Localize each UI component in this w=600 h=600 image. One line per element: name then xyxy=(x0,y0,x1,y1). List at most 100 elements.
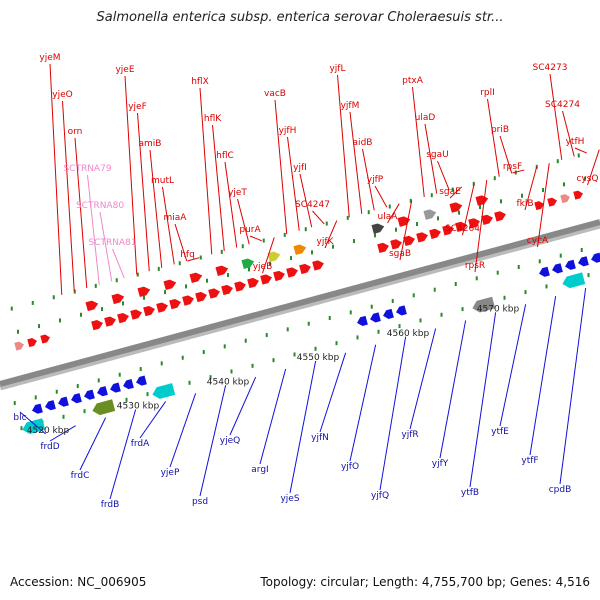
forward-gene-label: yjeB xyxy=(253,262,273,272)
gene-arrow-shape xyxy=(481,214,493,225)
reverse-gene-label: ytfE xyxy=(491,427,509,437)
gene-arrow-shape xyxy=(560,194,571,204)
gene-arrow-shape xyxy=(137,286,151,298)
forward-gene xyxy=(442,225,454,236)
track-tick xyxy=(398,324,401,329)
track-tick xyxy=(185,284,188,289)
track-tick xyxy=(251,363,254,368)
gene-arrow-shape xyxy=(91,319,103,331)
track-tick xyxy=(304,227,307,232)
gene-arrow-shape xyxy=(449,202,463,213)
forward-gene-label: SCTRNA79 xyxy=(63,164,111,174)
gene-arrow-shape xyxy=(573,190,584,200)
track-tick xyxy=(139,367,142,372)
forward-gene xyxy=(221,284,233,296)
track-tick xyxy=(440,312,443,317)
reverse-gene xyxy=(578,256,589,267)
forward-gene-label: cycA xyxy=(527,236,549,246)
gene-arrow-shape xyxy=(97,386,108,397)
track-tick xyxy=(475,276,478,281)
track-tick xyxy=(314,346,317,351)
reverse-gene-label: yjfO xyxy=(341,462,359,472)
reverse-gene xyxy=(58,396,69,407)
track-tick xyxy=(262,238,265,243)
track-tick xyxy=(587,273,590,278)
gene-arrow-shape xyxy=(143,305,155,317)
forward-gene xyxy=(143,305,155,317)
forward-gene-label: yjfK xyxy=(317,237,335,247)
forward-gene-label: sgaE xyxy=(439,187,461,197)
reverse-gene xyxy=(591,252,600,263)
reverse-gene-label: yjeQ xyxy=(220,436,240,446)
track-tick xyxy=(356,335,359,340)
forward-gene-block xyxy=(475,195,489,206)
forward-gene-block xyxy=(111,293,125,305)
track-tick xyxy=(62,414,65,419)
forward-gene xyxy=(547,197,558,207)
forward-gene xyxy=(260,274,272,285)
forward-leader-line xyxy=(462,183,475,236)
forward-gene xyxy=(117,312,129,324)
reverse-gene-label: yjfR xyxy=(401,430,418,440)
gene-arrow-shape xyxy=(578,256,589,267)
forward-gene xyxy=(377,242,389,254)
track-tick xyxy=(517,264,520,269)
forward-gene xyxy=(429,228,441,240)
forward-leader-line xyxy=(562,110,575,157)
track-tick xyxy=(521,193,524,198)
track-tick xyxy=(584,176,587,181)
track-tick xyxy=(496,270,499,275)
forward-leader-line xyxy=(399,200,413,261)
track-tick xyxy=(395,227,398,232)
gene-arrow-shape xyxy=(534,201,545,211)
forward-leader-line xyxy=(374,185,388,208)
track-tick xyxy=(563,182,566,187)
gene-arrow-shape xyxy=(552,263,563,274)
forward-gene xyxy=(403,235,415,247)
track-tick xyxy=(20,426,23,431)
track-tick xyxy=(76,384,79,389)
forward-gene-label: hflX xyxy=(191,77,209,87)
forward-leader-line xyxy=(262,237,275,274)
reverse-gene xyxy=(357,315,368,326)
track-tick xyxy=(500,199,503,204)
forward-gene xyxy=(455,221,467,232)
forward-leader-line xyxy=(187,257,200,262)
forward-gene xyxy=(234,281,246,292)
track-tick xyxy=(419,318,422,323)
forward-gene-label: miaA xyxy=(164,213,188,223)
forward-leader-line xyxy=(512,169,525,174)
gene-arrow-shape xyxy=(40,334,51,344)
forward-gene-block xyxy=(449,202,463,213)
gene-arrow-shape xyxy=(152,383,176,399)
forward-gene xyxy=(182,295,194,306)
forward-gene-block xyxy=(163,279,177,291)
track-tick xyxy=(272,358,275,363)
forward-gene xyxy=(208,288,220,299)
gene-arrow-shape xyxy=(383,308,394,319)
forward-gene-label: rpsF xyxy=(503,162,522,172)
track-tick xyxy=(122,301,125,306)
forward-leader-line xyxy=(249,235,262,242)
track-tick xyxy=(13,401,16,406)
forward-leader-line xyxy=(449,186,463,199)
track-tick xyxy=(307,321,310,326)
forward-leader-line xyxy=(362,148,375,211)
forward-gene-label: yjfP xyxy=(367,175,384,185)
forward-gene-label: yjeT xyxy=(228,188,247,198)
forward-gene xyxy=(390,239,402,250)
forward-gene-label: hflC xyxy=(216,151,234,161)
forward-gene xyxy=(286,267,298,278)
reverse-gene-block xyxy=(152,383,176,399)
track-tick xyxy=(328,316,331,321)
forward-gene-label: yjfH xyxy=(279,126,297,136)
track-tick xyxy=(290,256,293,261)
track-tick xyxy=(409,198,412,203)
forward-gene xyxy=(560,194,571,204)
forward-leader-line xyxy=(474,180,488,273)
track-tick xyxy=(493,176,496,181)
reverse-leader-line xyxy=(169,393,197,468)
forward-gene-label: fklB xyxy=(516,199,533,209)
track-tick xyxy=(437,216,440,221)
